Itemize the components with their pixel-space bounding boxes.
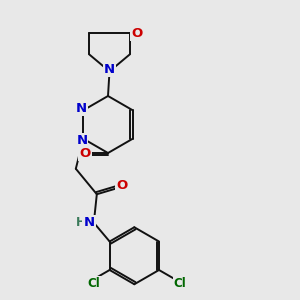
- Text: N: N: [76, 134, 87, 147]
- Text: O: O: [116, 179, 128, 192]
- Text: O: O: [131, 27, 142, 40]
- Text: N: N: [75, 102, 86, 115]
- Text: Cl: Cl: [88, 277, 100, 290]
- Text: H: H: [76, 216, 86, 229]
- Text: O: O: [79, 146, 91, 160]
- Text: N: N: [104, 63, 115, 76]
- Text: Cl: Cl: [173, 277, 186, 290]
- Text: N: N: [83, 216, 94, 229]
